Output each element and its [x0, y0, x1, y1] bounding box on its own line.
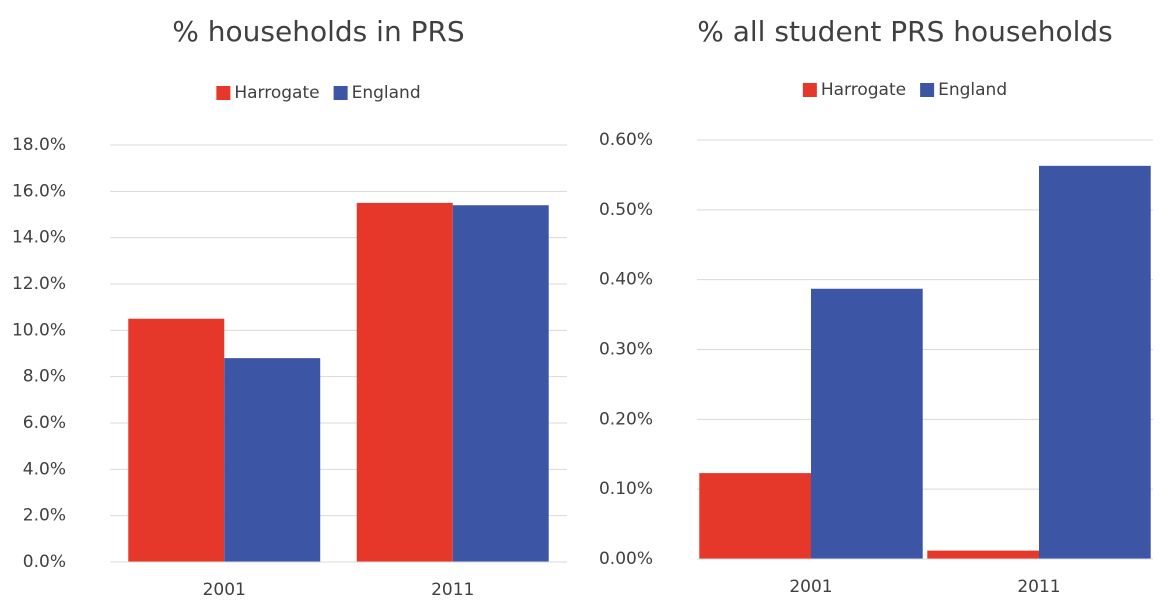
y-tick-label: 0.00%: [599, 549, 653, 569]
bar: [356, 202, 453, 562]
legend-swatch: [333, 86, 348, 100]
chart-title: % households in PRS: [172, 15, 464, 48]
legend-label: Harrogate: [821, 80, 906, 100]
x-tick-label: 2001: [203, 580, 246, 600]
chart-title: % all student PRS households: [697, 15, 1113, 48]
y-tick-label: 2.0%: [23, 506, 66, 526]
y-tick-label: 0.60%: [599, 130, 653, 150]
bar: [128, 318, 225, 562]
legend-swatch: [920, 83, 935, 97]
legend-label: England: [938, 80, 1007, 100]
y-tick-label: 0.20%: [599, 409, 653, 429]
y-tick-label: 0.30%: [599, 340, 653, 360]
y-tick-label: 16.0%: [12, 181, 66, 201]
x-tick-label: 2001: [789, 577, 832, 597]
bar: [224, 358, 321, 562]
x-tick-label: 2011: [431, 580, 474, 600]
y-tick-label: 8.0%: [23, 367, 66, 387]
bar: [1039, 165, 1151, 560]
legend-swatch: [802, 83, 817, 97]
y-tick-label: 0.0%: [23, 552, 66, 572]
bar: [452, 205, 549, 562]
bar: [699, 473, 811, 559]
y-tick-label: 4.0%: [23, 459, 66, 479]
y-tick-label: 10.0%: [12, 320, 66, 340]
bar: [927, 550, 1039, 559]
y-tick-label: 18.0%: [12, 135, 66, 155]
y-tick-label: 6.0%: [23, 413, 66, 433]
legend-swatch: [216, 86, 231, 100]
y-tick-label: 0.10%: [599, 479, 653, 499]
x-tick-label: 2011: [1017, 577, 1060, 597]
y-tick-label: 0.40%: [599, 270, 653, 290]
bar: [811, 288, 923, 559]
legend-label: England: [352, 83, 421, 103]
legend-label: Harrogate: [234, 83, 319, 103]
y-tick-label: 14.0%: [12, 228, 66, 248]
y-tick-label: 0.50%: [599, 200, 653, 220]
y-tick-label: 12.0%: [12, 274, 66, 294]
